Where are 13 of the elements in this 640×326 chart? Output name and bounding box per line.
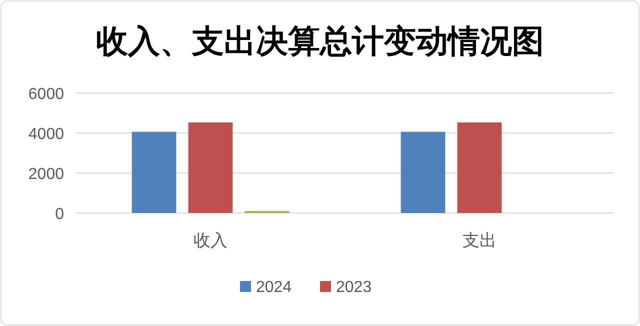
bar (132, 132, 176, 213)
x-tick-label: 支出 (462, 231, 496, 250)
bar (188, 122, 233, 213)
bar (400, 132, 446, 213)
y-tick-label: 4000 (28, 126, 64, 143)
y-tick-label: 6000 (28, 86, 64, 103)
x-tick-label: 收入 (194, 231, 228, 250)
legend-label: 2023 (336, 279, 372, 296)
legend-label: 2024 (256, 279, 292, 296)
bar (457, 122, 502, 213)
y-tick-label: 2000 (28, 166, 64, 183)
y-tick-label: 0 (55, 206, 64, 223)
chart-title: 收入、支出决算总计变动情况图 (96, 22, 544, 60)
